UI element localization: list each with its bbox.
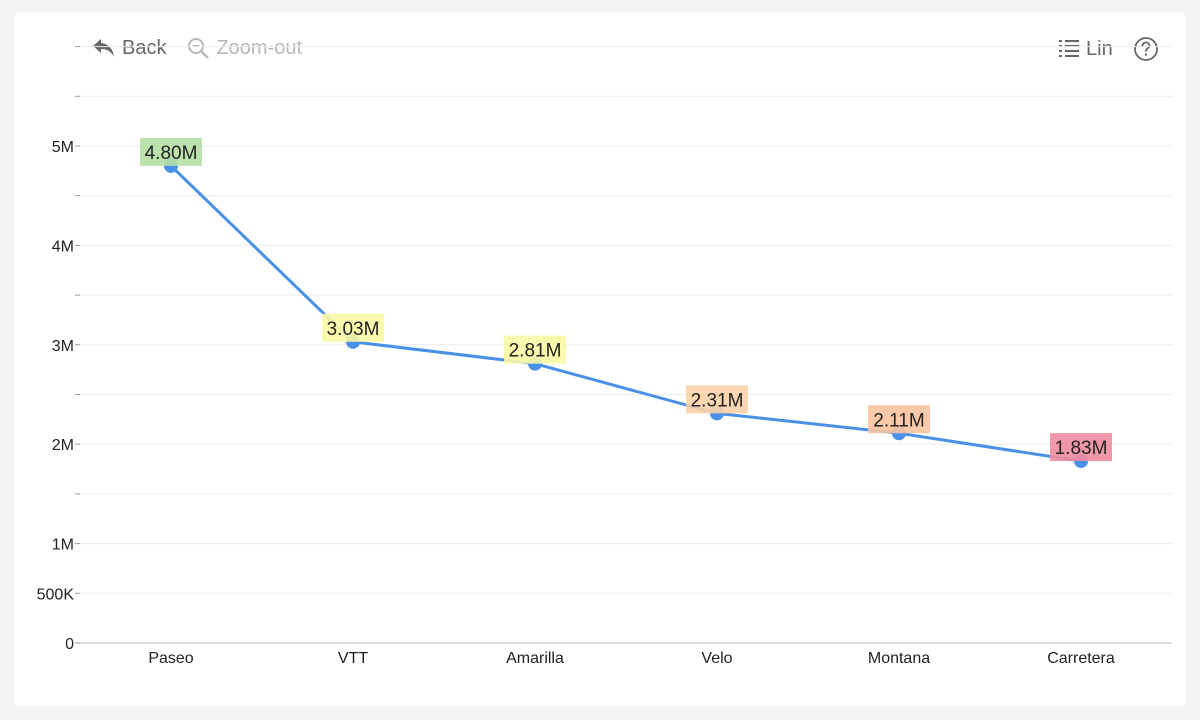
x-tick-label: Paseo xyxy=(148,650,193,667)
data-label: 2.11M xyxy=(873,410,924,431)
y-tick-label: 3M xyxy=(52,338,74,355)
x-tick-label: VTT xyxy=(338,650,368,667)
y-tick-label: 5M xyxy=(52,139,74,156)
data-label: 4.80M xyxy=(145,143,198,164)
x-tick-label: Velo xyxy=(701,650,732,667)
data-label: 2.31M xyxy=(691,390,744,411)
x-tick-label: Carretera xyxy=(1047,650,1115,667)
data-label: 3.03M xyxy=(327,319,380,340)
series-line xyxy=(171,166,1081,461)
x-tick-label: Amarilla xyxy=(506,650,564,667)
y-tick-label: 1M xyxy=(52,537,74,554)
data-label: 1.83M xyxy=(1055,438,1108,459)
x-tick-label: Montana xyxy=(868,650,930,667)
y-tick-label: 0 xyxy=(65,636,74,653)
y-tick-label: 4M xyxy=(52,238,74,255)
y-tick-label: 500K xyxy=(37,586,75,603)
y-tick-label: 2M xyxy=(52,437,74,454)
data-label: 2.81M xyxy=(509,341,562,362)
